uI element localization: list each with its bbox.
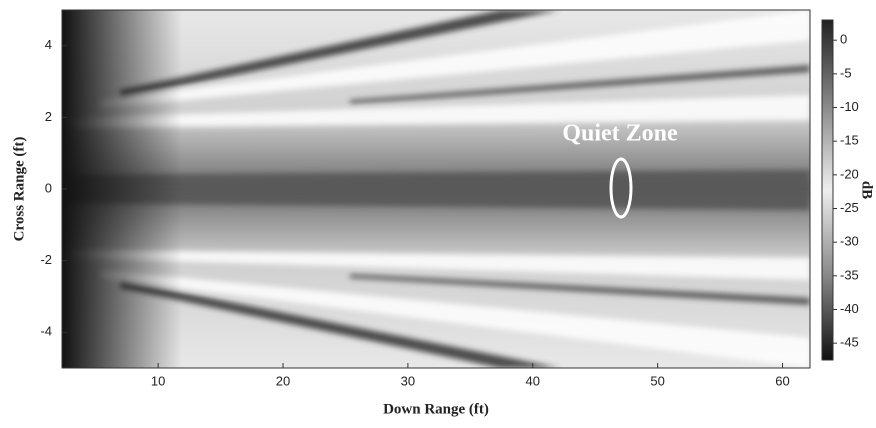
heatmap-field	[62, 10, 810, 368]
colorbar-tick-label: -30	[840, 234, 859, 249]
colorbar-tick-label: -40	[840, 301, 859, 316]
colorbar	[821, 19, 834, 361]
y-axis-label: Cross Range (ft)	[11, 137, 27, 242]
x-axis-label: Down Range (ft)	[383, 401, 489, 417]
colorbar-tick-label: 0	[840, 32, 847, 47]
colorbar-tick-label: -35	[840, 267, 859, 282]
y-tick-label: 0	[45, 180, 52, 195]
y-tick-label: -2	[40, 252, 52, 267]
x-tick-label: 50	[650, 373, 664, 388]
colorbar-tick-label: -25	[840, 200, 859, 215]
x-tick-label: 40	[526, 373, 540, 388]
colorbar-label: dB	[859, 181, 875, 199]
y-tick-label: -4	[40, 324, 52, 339]
quiet-zone-marker	[609, 157, 633, 219]
x-tick-label: 10	[151, 373, 165, 388]
colorbar-tick-label: -15	[840, 133, 859, 148]
colorbar-tick-label: -10	[840, 99, 859, 114]
colorbar-tick-label: -45	[840, 335, 859, 350]
x-tick-label: 60	[775, 373, 789, 388]
x-tick-label: 30	[401, 373, 415, 388]
colorbar-tick-label: -5	[840, 65, 852, 80]
y-tick-label: 2	[45, 109, 52, 124]
annotation: Quiet Zone	[562, 121, 678, 147]
x-tick-label: 20	[276, 373, 290, 388]
y-tick-label: 4	[45, 37, 52, 52]
colorbar-tick-label: -20	[840, 166, 859, 181]
